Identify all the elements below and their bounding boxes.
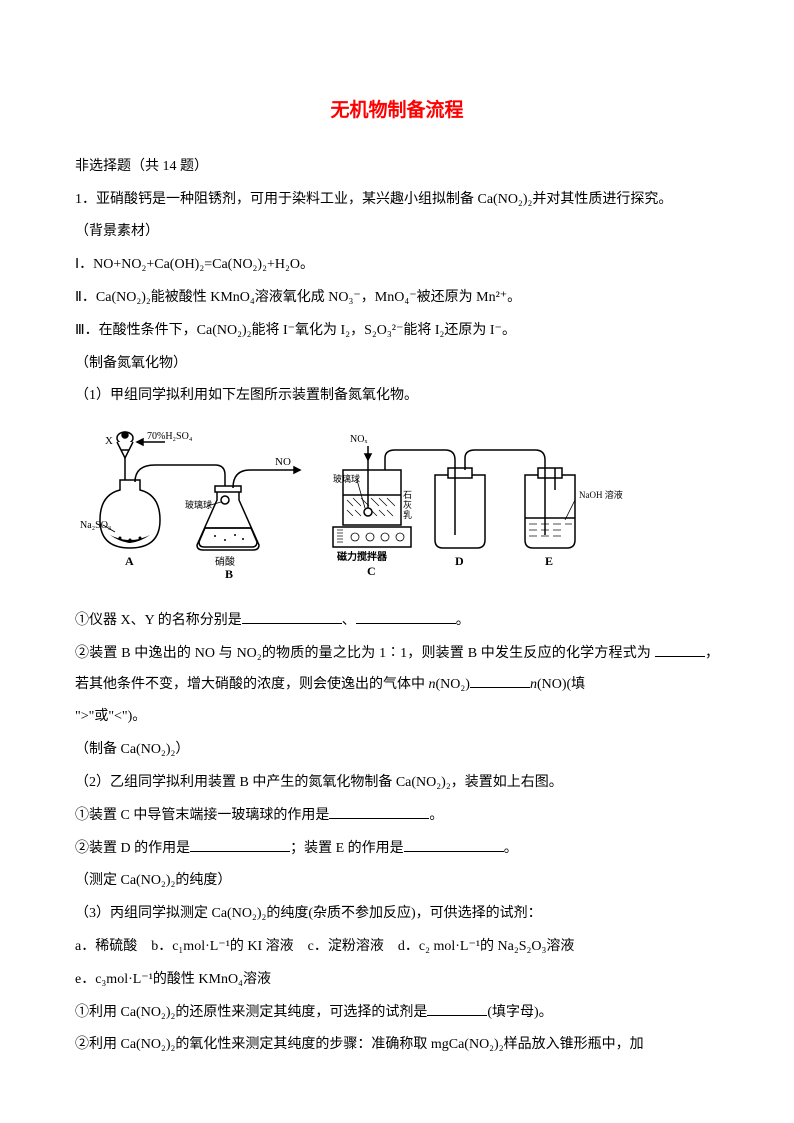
q1-sub3-2: ②利用 Ca(NO₂)₂的氧化性来测定其纯度的步骤：准确称取 mgCa(NO₂)…	[75, 1030, 719, 1061]
reagent-e: e．c₃mol·L⁻¹的酸性 KMnO₄溶液	[75, 965, 719, 996]
step-2: （2）乙组同学拟利用装置 B 中产生的氮氧化物制备 Ca(NO₂)₂，装置如上右…	[75, 768, 719, 799]
subtitle: 非选择题（共 14 题）	[75, 152, 719, 183]
q1-sub2-end: ">"或"<")。	[75, 702, 719, 733]
label-lime1: 石	[403, 490, 412, 500]
label-na2so3: Na₂SO₃	[80, 520, 111, 531]
diagram-container: X 70%H₂SO₄ Na₂SO₃ A 玻璃球 硝酸 B	[75, 420, 719, 598]
sub1-sep: 、	[342, 613, 356, 628]
sub2-2-end: 。	[504, 841, 518, 856]
blank	[190, 838, 290, 852]
q1-intro: 1．亚硝酸钙是一种阻锈剂，可用于染料工业，某兴趣小组拟制备 Ca(NO₂)₂并对…	[75, 185, 719, 216]
label-d: D	[455, 554, 464, 568]
prep-heading: （制备氮氧化物）	[75, 349, 719, 380]
sub2-1-end: 。	[429, 808, 443, 823]
step-1: （1）甲组同学拟利用如下左图所示装置制备氮氧化物。	[75, 381, 719, 412]
label-b: B	[225, 567, 233, 581]
q1-sub1: ①仪器 X、Y 的名称分别是 、 。	[75, 606, 719, 637]
q1-sub2-2: ②装置 D 的作用是 ；装置 E 的作用是 。	[75, 834, 719, 865]
label-stirrer: 磁力搅拌器	[337, 550, 388, 563]
blank	[329, 805, 429, 819]
sub3-1-pre: ①利用 Ca(NO₂)₂的还原性来测定其纯度，可选择的试剂是	[75, 1005, 427, 1020]
step-3: （3）丙组同学拟测定 Ca(NO₂)₂的纯度(杂质不参加反应)，可供选择的试剂：	[75, 899, 719, 930]
sub2-2-pre: ②装置 D 的作用是	[75, 841, 190, 856]
label-naoh: NaOH 溶液	[579, 489, 623, 500]
blank	[356, 610, 456, 624]
blank	[427, 1002, 487, 1016]
sub2-2-mid: ；装置 E 的作用是	[290, 841, 404, 856]
prep2-heading: （制备 Ca(NO₂)₂）	[75, 735, 719, 766]
bg-3: Ⅲ．在酸性条件下，Ca(NO₂)₂能将 I⁻氧化为 I₂，S₂O₃²⁻能将 I₂…	[75, 316, 719, 347]
label-no: NO	[275, 456, 291, 468]
label-h2so4: 70%H₂SO₄	[147, 431, 193, 442]
var-n1: n	[429, 677, 436, 692]
bg-2: Ⅱ．Ca(NO₂)₂能被酸性 KMnO₄溶液氧化成 NO₃⁻，MnO₄⁻被还原为…	[75, 283, 719, 314]
measure-heading: （测定 Ca(NO₂)₂的纯度）	[75, 866, 719, 897]
label-x: X	[105, 435, 113, 447]
sub2-pre: ②装置 B 中逸出的 NO 与 NO₂的物质的量之比为 1∶1，则装置 B 中发…	[75, 646, 651, 661]
label-lime3: 乳	[403, 509, 412, 520]
reagents: a．稀硫酸 b．c₁mol·L⁻¹的 KI 溶液 c．淀粉溶液 d．c₂ mol…	[75, 932, 719, 963]
bg-1: Ⅰ．NO+NO₂+Ca(OH)₂=Ca(NO₂)₂+H₂O。	[75, 250, 719, 281]
sub1-end: 。	[456, 613, 470, 628]
sub1-pre: ①仪器 X、Y 的名称分别是	[75, 613, 242, 628]
blank	[655, 643, 705, 657]
label-a: A	[125, 554, 134, 568]
blank	[404, 838, 504, 852]
sub2-1-pre: ①装置 C 中导管末端接一玻璃球的作用是	[75, 808, 329, 823]
q1-sub2-1: ①装置 C 中导管末端接一玻璃球的作用是 。	[75, 801, 719, 832]
blank	[470, 674, 530, 688]
q1-sub3-1: ①利用 Ca(NO₂)₂的还原性来测定其纯度，可选择的试剂是 (填字母)。	[75, 998, 719, 1029]
label-glass: 玻璃球	[333, 473, 360, 484]
q1-sub2: ②装置 B 中逸出的 NO 与 NO₂的物质的量之比为 1∶1，则装置 B 中发…	[75, 639, 719, 701]
bg-heading: （背景素材）	[75, 217, 719, 248]
label-y-glass: 玻璃球	[185, 499, 212, 510]
label-nox: NOₓ	[350, 434, 367, 445]
page-title: 无机物制备流程	[75, 90, 719, 132]
blank	[242, 610, 342, 624]
sub2-after2: (NO)(填	[537, 677, 585, 692]
var-n2: n	[530, 677, 537, 692]
label-lime2: 灰	[403, 499, 412, 510]
apparatus-diagram: X 70%H₂SO₄ Na₂SO₃ A 玻璃球 硝酸 B	[75, 420, 635, 585]
sub3-1-end: (填字母)。	[487, 1005, 552, 1020]
sub2-after1: (NO₂)	[436, 677, 470, 692]
label-c: C	[367, 564, 376, 578]
label-e: E	[545, 554, 553, 568]
